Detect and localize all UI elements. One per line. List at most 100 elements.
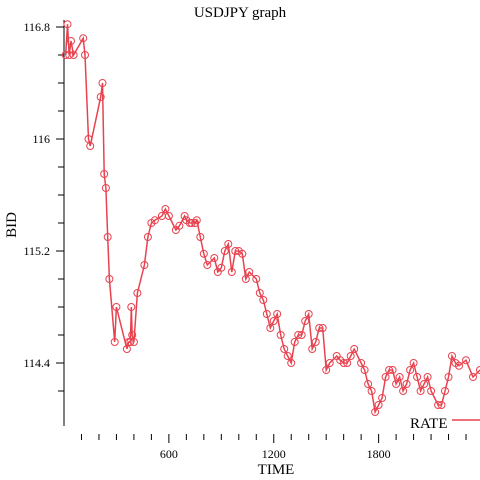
data-point — [192, 216, 201, 225]
data-point — [103, 233, 112, 241]
data-point — [245, 268, 254, 276]
data-point — [287, 359, 296, 367]
y-tick-label: 115.2 — [23, 244, 50, 258]
data-point — [110, 338, 119, 346]
data-point — [367, 387, 376, 395]
data-point — [98, 79, 107, 87]
data-point — [273, 310, 282, 318]
data-point — [469, 373, 477, 381]
data-point — [224, 240, 233, 248]
data-point — [423, 373, 432, 381]
data-point — [406, 366, 415, 374]
data-point — [63, 20, 72, 29]
data-point — [100, 170, 109, 178]
data-point — [374, 401, 383, 409]
series-line — [64, 24, 480, 415]
data-point — [308, 345, 317, 353]
data-point — [196, 233, 205, 241]
data-point — [129, 338, 138, 346]
data-point — [315, 324, 324, 332]
data-point — [161, 205, 170, 213]
data-point — [241, 275, 250, 283]
y-tick-label: 114.4 — [23, 356, 50, 370]
data-point — [65, 51, 74, 59]
data-point — [175, 221, 184, 230]
data-point — [455, 361, 463, 370]
series-rate-line — [64, 24, 480, 415]
data-point — [101, 184, 110, 192]
data-point — [311, 338, 320, 346]
data-point — [381, 373, 390, 381]
data-point — [364, 380, 373, 388]
data-point — [259, 296, 268, 304]
data-point — [427, 387, 436, 395]
data-point — [360, 366, 369, 374]
data-point — [399, 387, 408, 395]
data-point — [416, 387, 425, 395]
x-tick-label: 600 — [160, 447, 178, 461]
data-point — [301, 317, 310, 325]
data-point — [476, 366, 480, 374]
data-point — [392, 380, 401, 388]
data-point — [133, 289, 142, 297]
data-point — [210, 254, 219, 262]
data-point — [402, 380, 411, 388]
x-ticks: 600 1200 1800 — [80, 434, 467, 461]
data-point — [283, 352, 292, 360]
data-point — [444, 373, 453, 381]
data-point — [437, 401, 446, 409]
data-point — [434, 401, 443, 409]
data-point — [180, 212, 189, 220]
data-point — [325, 359, 334, 367]
data-point — [164, 212, 173, 220]
data-point — [339, 359, 348, 367]
data-point — [140, 261, 149, 269]
y-tick-label: 116.8 — [23, 20, 50, 34]
data-point — [409, 359, 418, 367]
data-point — [294, 331, 303, 339]
data-point — [350, 345, 359, 353]
data-point — [343, 359, 352, 367]
data-point — [378, 394, 387, 402]
data-point — [269, 317, 278, 325]
data-point — [262, 310, 271, 318]
x-tick-label: 1800 — [367, 447, 391, 461]
data-point — [227, 268, 236, 276]
data-point — [462, 356, 470, 365]
data-point — [252, 275, 261, 283]
data-point — [413, 373, 422, 381]
data-point — [143, 233, 152, 241]
x-axis-label: TIME — [258, 462, 295, 478]
data-point — [96, 93, 105, 101]
data-point — [395, 373, 404, 381]
x-axis: 600 1200 1800 — [80, 434, 467, 461]
data-point — [371, 408, 380, 416]
data-point — [280, 345, 289, 353]
data-point — [199, 249, 208, 258]
data-point — [150, 216, 159, 225]
data-point — [69, 51, 78, 59]
y-ticks: 114.4 115.2 116 116.8 — [23, 20, 64, 392]
data-point — [357, 359, 366, 367]
data-point — [255, 289, 264, 297]
data-point — [266, 324, 275, 332]
data-point — [304, 310, 313, 318]
y-tick-label: 116 — [32, 132, 50, 146]
data-point — [203, 261, 212, 269]
data-point — [79, 34, 88, 43]
data-point — [238, 249, 247, 258]
data-point — [297, 331, 306, 339]
data-point — [448, 352, 456, 360]
data-point — [112, 303, 121, 311]
data-point — [81, 51, 89, 59]
y-axis: 114.4 115.2 116 116.8 — [23, 20, 65, 426]
series-points — [61, 20, 480, 416]
data-point — [420, 380, 429, 388]
y-axis-label: BID — [4, 212, 20, 238]
x-tick-label: 1200 — [262, 447, 286, 461]
data-point — [388, 366, 397, 374]
data-point — [231, 247, 240, 255]
data-point — [322, 366, 331, 374]
chart-title: USDJPY graph — [194, 5, 287, 21]
